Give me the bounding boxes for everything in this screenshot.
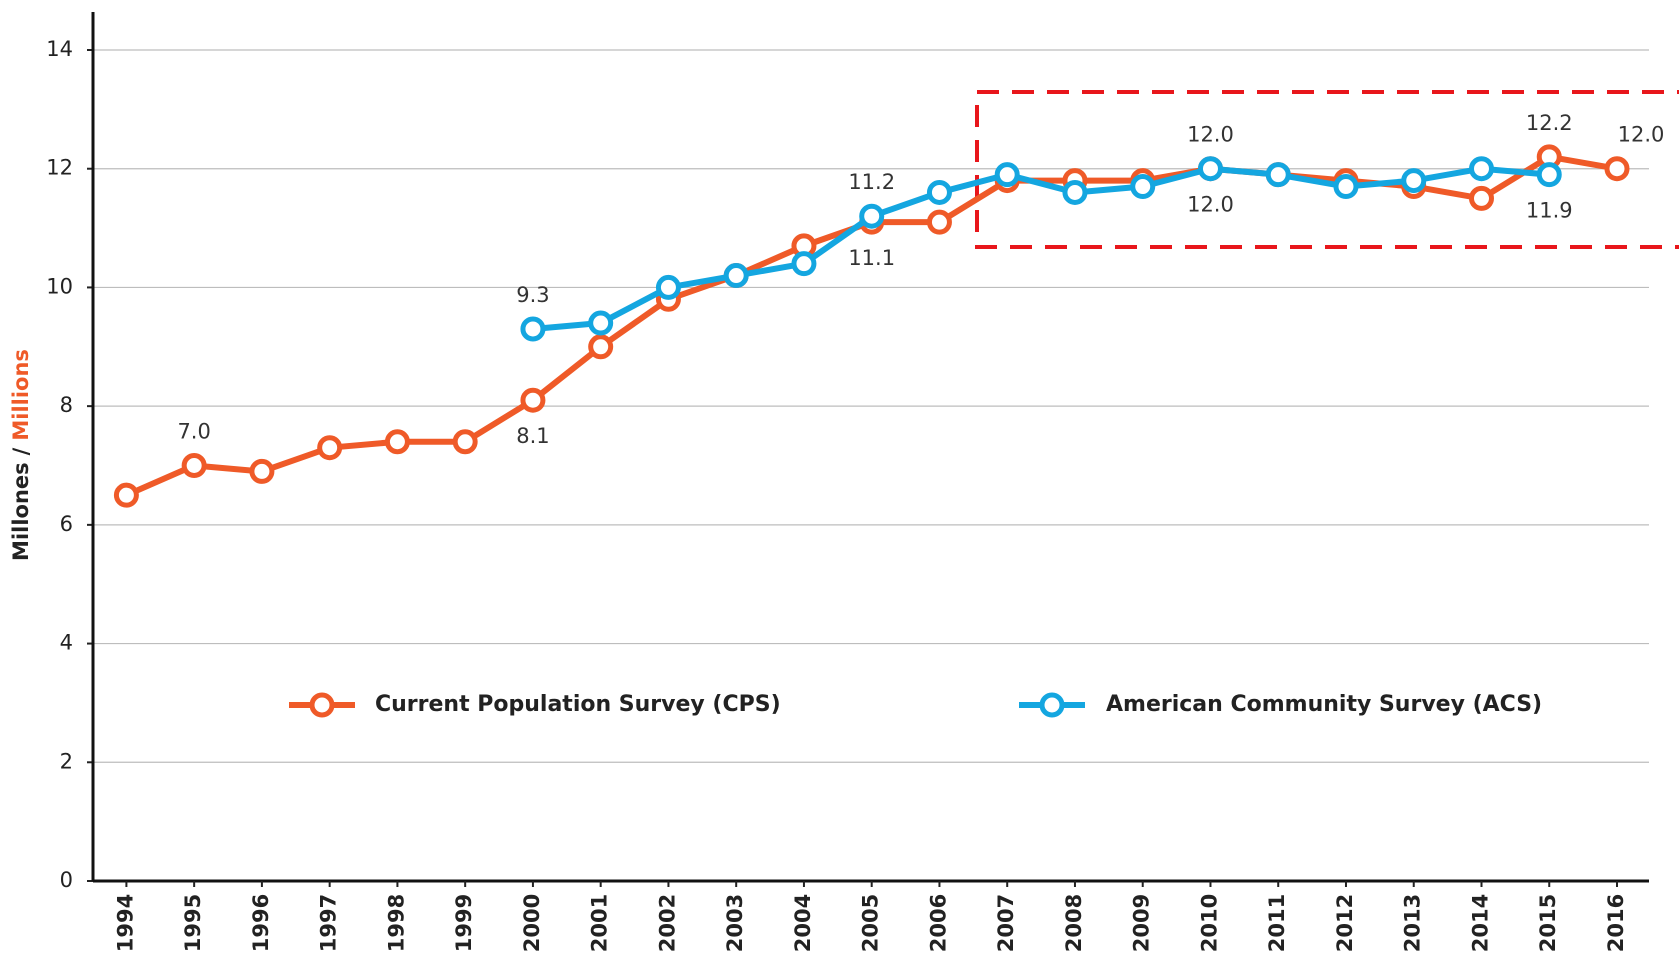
y-tick-label: 14 <box>46 37 73 61</box>
data-point <box>926 179 952 205</box>
x-tick-label: 2000 <box>520 894 544 952</box>
data-point <box>859 203 885 229</box>
y-axis-label-part: / <box>9 447 33 455</box>
y-axis-label-part: Millions <box>9 349 33 441</box>
data-point <box>452 429 478 455</box>
data-point <box>588 334 614 360</box>
legend-label: American Community Survey (ACS) <box>1106 692 1542 717</box>
x-tick-label: 2016 <box>1604 894 1628 952</box>
data-point <box>520 316 546 342</box>
y-tick-label: 12 <box>46 156 73 180</box>
x-tick-label: 2005 <box>859 894 883 952</box>
y-tick-label: 4 <box>60 631 73 655</box>
x-tick-label: 2001 <box>588 894 612 952</box>
data-label: 12.0 <box>1618 123 1665 147</box>
data-label: 12.0 <box>1187 193 1234 217</box>
data-label: 9.3 <box>516 283 549 307</box>
data-label: 11.2 <box>848 170 895 194</box>
x-tick-label: 1999 <box>452 894 476 952</box>
y-tick-label: 10 <box>46 274 73 298</box>
y-tick-label: 2 <box>60 749 73 773</box>
data-point <box>1197 156 1223 182</box>
data-point <box>926 209 952 235</box>
x-tick-label: 2011 <box>1265 894 1289 952</box>
data-point <box>791 251 817 277</box>
legend-marker <box>1039 692 1065 718</box>
data-label: 11.1 <box>848 246 895 270</box>
data-point <box>1062 179 1088 205</box>
x-tick-label: 2012 <box>1333 894 1357 952</box>
data-point <box>588 310 614 336</box>
x-tick-label: 2004 <box>791 894 815 952</box>
x-tick-label: 2002 <box>655 894 679 952</box>
data-label: 8.1 <box>516 424 549 448</box>
y-axis-label: Millones / Millions <box>9 349 33 561</box>
data-point <box>994 162 1020 188</box>
data-point <box>113 482 139 508</box>
data-label: 11.9 <box>1526 199 1573 223</box>
y-tick-label: 6 <box>60 512 73 536</box>
x-tick-label: 2008 <box>1062 894 1086 952</box>
data-label: 12.2 <box>1526 111 1573 135</box>
x-tick-label: 2015 <box>1536 894 1560 952</box>
data-point <box>1333 174 1359 200</box>
data-point <box>1468 156 1494 182</box>
y-axis-label-part: Millones <box>9 462 33 561</box>
data-point <box>249 458 275 484</box>
x-tick-label: 1996 <box>249 894 273 952</box>
x-tick-label: 1995 <box>181 894 205 952</box>
data-point <box>1604 156 1630 182</box>
data-point <box>655 274 681 300</box>
data-point <box>181 453 207 478</box>
data-point <box>384 429 410 455</box>
x-tick-label: 1998 <box>384 894 408 952</box>
x-tick-label: 2013 <box>1401 894 1425 952</box>
x-tick-label: 2007 <box>994 894 1018 952</box>
legend-label: Current Population Survey (CPS) <box>375 692 781 717</box>
x-tick-label: 2003 <box>723 894 747 952</box>
x-tick-label: 1994 <box>113 894 137 952</box>
y-tick-label: 8 <box>60 393 73 417</box>
data-label: 7.0 <box>177 420 210 444</box>
legend-marker <box>309 692 335 718</box>
highlight-box <box>975 90 1679 249</box>
data-point <box>1468 185 1494 211</box>
data-point <box>520 387 546 413</box>
y-tick-label: 0 <box>60 868 73 892</box>
data-point <box>723 263 749 289</box>
data-label: 12.0 <box>1187 123 1234 147</box>
data-point <box>1401 168 1427 194</box>
data-point <box>1265 162 1291 188</box>
x-tick-label: 2009 <box>1130 894 1154 952</box>
data-point <box>317 435 343 461</box>
x-tick-label: 2006 <box>926 894 950 952</box>
x-tick-label: 1997 <box>317 894 341 952</box>
data-point <box>1536 162 1562 188</box>
data-point <box>1130 174 1156 200</box>
x-tick-label: 2014 <box>1468 894 1492 952</box>
x-tick-label: 2010 <box>1197 894 1221 952</box>
series-line <box>532 165 1550 332</box>
